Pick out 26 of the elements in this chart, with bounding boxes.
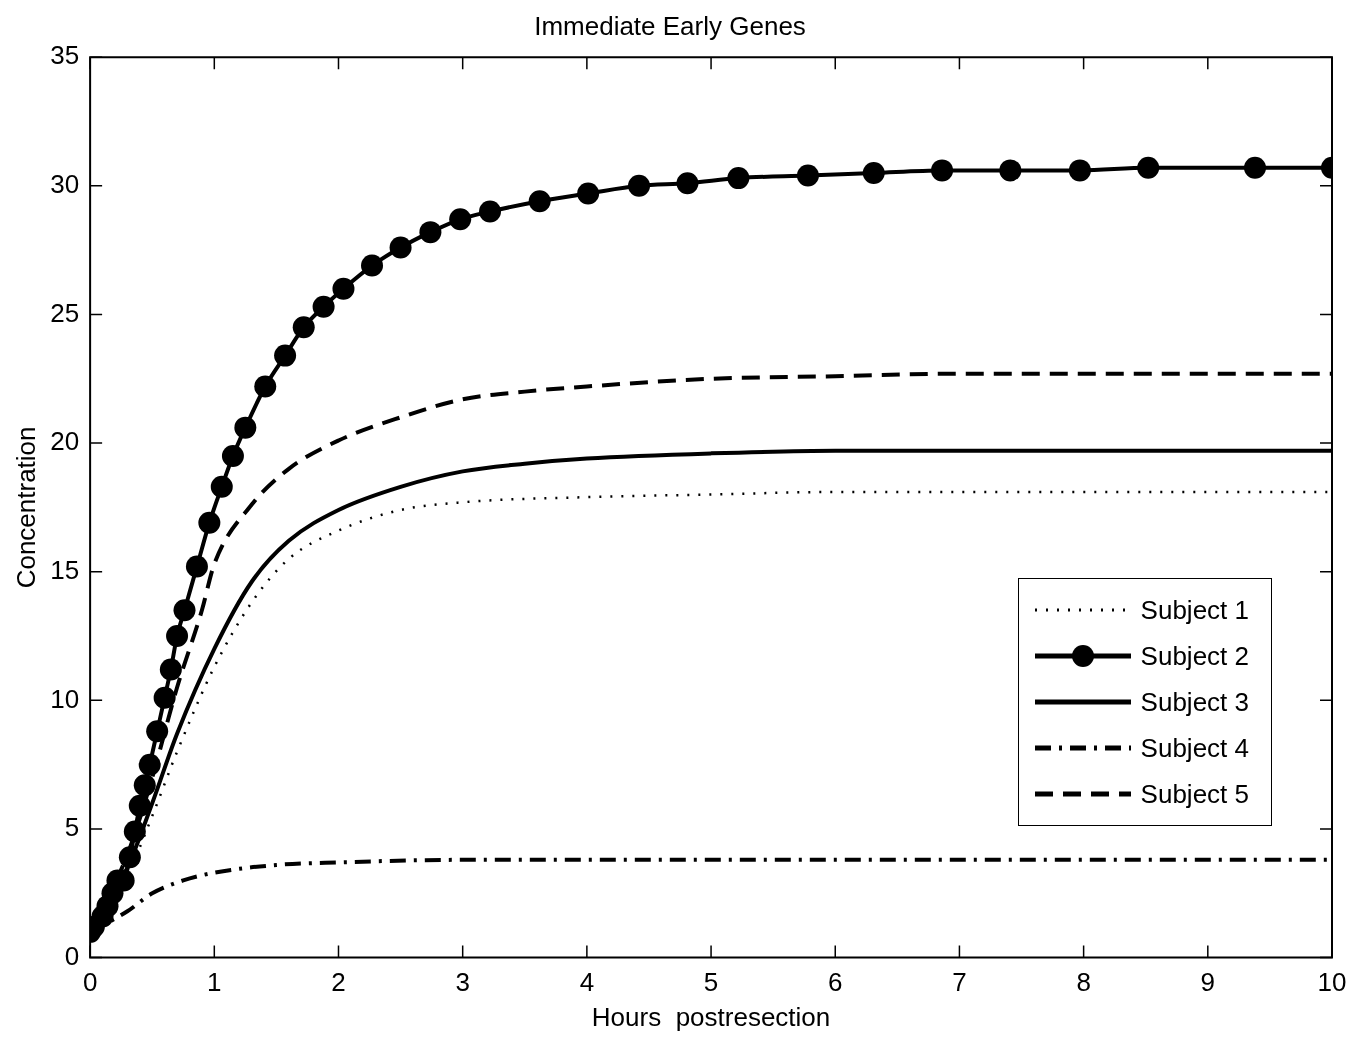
x-tick-label: 4 — [579, 967, 595, 998]
y-axis-title: Concentration — [10, 426, 41, 589]
y-tick-label: 15 — [50, 554, 80, 585]
x-tick-label: 3 — [455, 967, 470, 998]
x-tick-label: 1 — [207, 967, 222, 998]
legend-label: Subject 1 — [1140, 594, 1249, 626]
y-tick-label: 5 — [64, 812, 80, 843]
y-tick-label: 0 — [64, 940, 80, 971]
x-tick-label: 8 — [1076, 967, 1091, 998]
legend-label: Subject 3 — [1140, 686, 1249, 718]
legend-label: Subject 4 — [1140, 732, 1249, 764]
x-axis-title: Hours postresection — [591, 1001, 831, 1032]
y-tick-label: 35 — [50, 40, 80, 71]
y-tick-label: 10 — [50, 683, 80, 714]
x-tick-label: 10 — [1317, 967, 1347, 998]
y-tick-label: 25 — [50, 297, 80, 328]
x-tick-label: 7 — [952, 967, 967, 998]
y-tick-label: 20 — [50, 426, 80, 457]
x-tick-label: 6 — [828, 967, 843, 998]
chart-title: Immediate Early Genes — [534, 10, 806, 41]
legend-label: Subject 5 — [1140, 778, 1249, 810]
x-tick-label: 9 — [1200, 967, 1216, 998]
y-tick-label: 30 — [50, 169, 80, 199]
legend-label: Subject 2 — [1140, 640, 1249, 672]
x-tick-label: 5 — [703, 967, 719, 998]
x-tick-label: 2 — [331, 967, 346, 998]
